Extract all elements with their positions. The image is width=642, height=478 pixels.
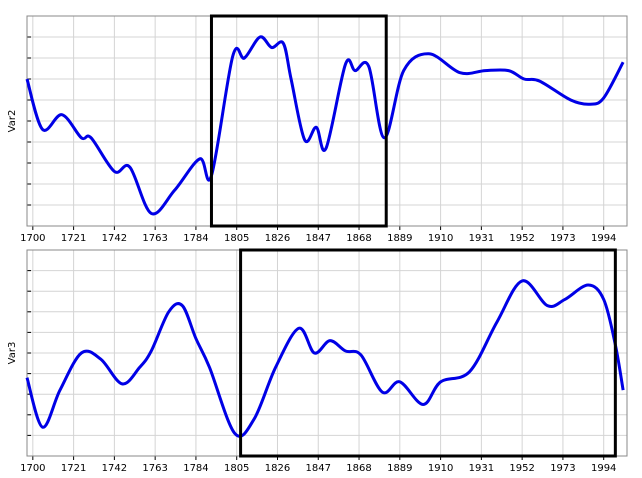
highlight-box bbox=[209, 14, 388, 228]
x-tick-label: 1910 bbox=[428, 463, 453, 474]
data-line bbox=[25, 35, 625, 216]
x-tick-label: 1721 bbox=[61, 463, 86, 474]
x-tick-label: 1700 bbox=[20, 463, 45, 474]
x-tick-label: 1826 bbox=[265, 463, 290, 474]
x-tick-label: 1742 bbox=[102, 463, 127, 474]
x-tick-label: 1805 bbox=[224, 463, 249, 474]
highlight-box bbox=[239, 248, 617, 458]
x-tick-label: 1931 bbox=[469, 463, 494, 474]
y-axis-label: Var2 bbox=[7, 110, 18, 133]
x-tick-label: 1826 bbox=[265, 233, 290, 244]
data-line bbox=[25, 279, 625, 438]
x-tick-label: 1847 bbox=[306, 463, 331, 474]
x-tick-label: 1994 bbox=[591, 463, 616, 474]
x-tick-label: 1742 bbox=[102, 233, 127, 244]
x-tick-label: 1847 bbox=[306, 233, 331, 244]
x-tick-label: 1952 bbox=[509, 233, 534, 244]
x-tick-label: 1994 bbox=[591, 233, 616, 244]
x-tick-label: 1700 bbox=[20, 233, 45, 244]
x-tick-label: 1805 bbox=[224, 233, 249, 244]
x-tick-label: 1973 bbox=[550, 463, 575, 474]
x-tick-label: 1868 bbox=[346, 233, 371, 244]
x-tick-label: 1952 bbox=[509, 463, 534, 474]
y-axis-label: Var3 bbox=[7, 342, 18, 365]
x-tick-label: 1910 bbox=[428, 233, 453, 244]
x-tick-label: 1889 bbox=[387, 463, 412, 474]
x-tick-label: 1784 bbox=[183, 233, 208, 244]
x-tick-label: 1889 bbox=[387, 233, 412, 244]
x-tick-label: 1973 bbox=[550, 233, 575, 244]
x-tick-label: 1763 bbox=[142, 233, 167, 244]
x-tick-label: 1931 bbox=[469, 233, 494, 244]
x-tick-label: 1763 bbox=[142, 463, 167, 474]
x-tick-label: 1721 bbox=[61, 233, 86, 244]
x-tick-label: 1784 bbox=[183, 463, 208, 474]
x-tick-label: 1868 bbox=[346, 463, 371, 474]
